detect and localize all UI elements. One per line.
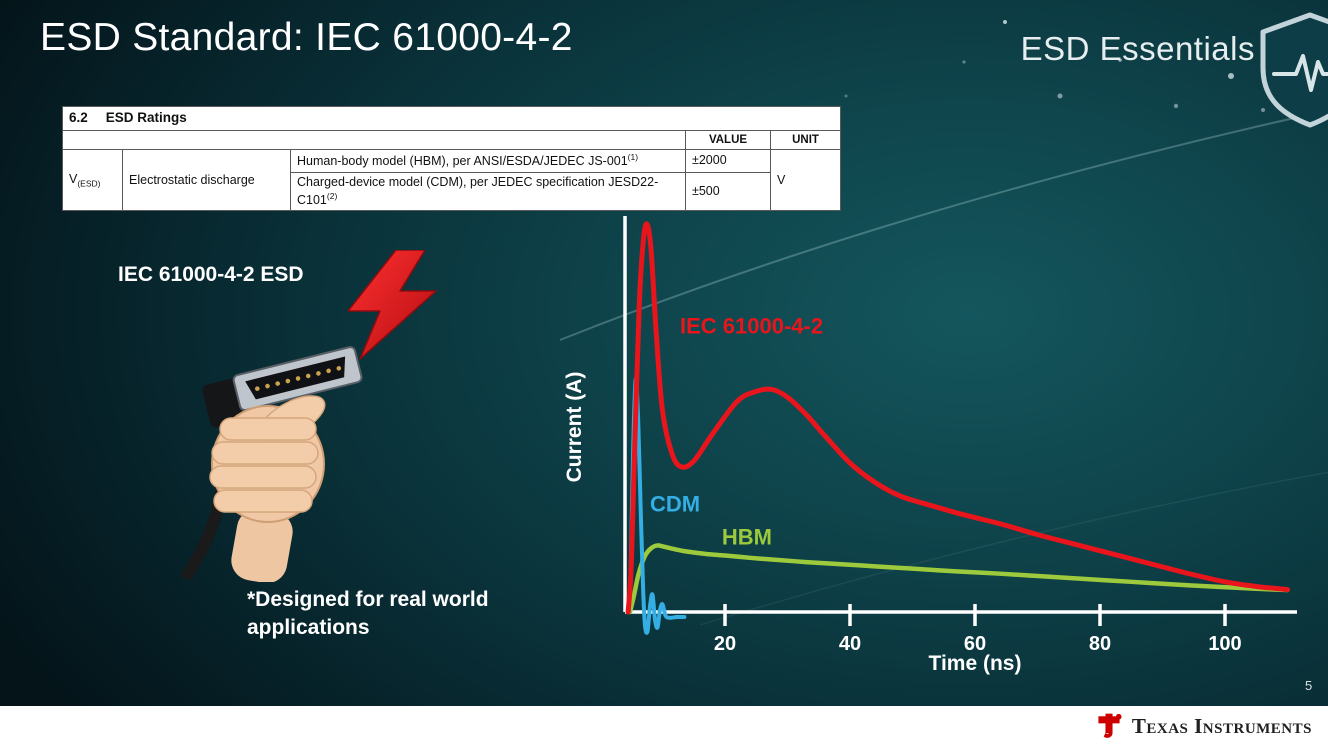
- connector-slot: [245, 356, 346, 400]
- section-title: ESD Ratings: [105, 110, 187, 125]
- parameter-cell: Electrostatic discharge: [122, 149, 291, 212]
- esd-waveform-chart: 20 40 60 80 100 IEC 61000-4-2 CDM HBM Current (…: [560, 210, 1328, 680]
- x-tick-label: 80: [1089, 633, 1111, 655]
- note-text: *Designed for real world applications: [247, 588, 489, 640]
- lightning-bolt-icon: [348, 250, 437, 360]
- symbol-subscript: (ESD): [77, 178, 101, 189]
- hbm-footnote: (1): [627, 152, 639, 163]
- symbol-cell: V(ESD): [62, 149, 123, 212]
- series-IEC 61000-4-2: [625, 221, 1290, 615]
- x-tick-label: 20: [714, 633, 736, 655]
- cdm-footnote: (2): [326, 190, 338, 201]
- connector-pins: [255, 366, 342, 391]
- cdm-value-cell: ±500: [685, 172, 771, 212]
- slide-title: ESD Standard: IEC 61000-4-2: [40, 16, 573, 59]
- symbol-base: V: [69, 171, 78, 186]
- x-tick-label: 60: [964, 633, 986, 655]
- cdm-description: Charged-device model (CDM), per JEDEC sp…: [297, 175, 659, 207]
- section-number: 6.2: [69, 110, 88, 125]
- column-header-value: VALUE: [685, 129, 771, 151]
- column-header-unit: UNIT: [769, 129, 842, 151]
- wrist: [231, 508, 293, 582]
- blank-header-cell: [62, 129, 686, 151]
- esd-essentials-shield-icon: [1260, 12, 1328, 128]
- ti-logo-icon: [1098, 713, 1122, 738]
- series-label-IEC 61000-4-2: IEC 61000-4-2: [680, 313, 823, 338]
- hand: [209, 395, 326, 582]
- cdm-description-cell: Charged-device model (CDM), per JEDEC sp…: [290, 172, 686, 212]
- hbm-description: Human-body model (HBM), per ANSI/ESDA/JE…: [297, 154, 628, 169]
- hbm-value-cell: ±2000: [685, 149, 771, 174]
- y-axis-label: Current (A): [563, 371, 586, 483]
- heartbeat-pulse-icon: [1272, 54, 1328, 92]
- lightning-bolt-shape: [348, 250, 437, 360]
- connector-label: IEC 61000-4-2 ESD: [118, 263, 304, 286]
- series-label-CDM: CDM: [650, 491, 700, 516]
- hbm-description-cell: Human-body model (HBM), per ANSI/ESDA/JE…: [290, 149, 686, 174]
- ratings-table: 6.2 ESD Ratings VALUE UNIT V(ESD) Electro…: [61, 106, 842, 212]
- chart-canvas: 20 40 60 80 100 IEC 61000-4-2 CDM HBM: [623, 216, 1297, 655]
- table-section-heading: 6.2 ESD Ratings: [61, 106, 842, 131]
- unit-cell: V: [769, 149, 842, 212]
- x-axis-label: Time (ns): [928, 652, 1022, 675]
- footer-bar: Texas Instruments: [0, 706, 1328, 746]
- esd-ratings-table: 6.2 ESD Ratings VALUE UNIT V(ESD) Electro…: [61, 106, 842, 212]
- page-number: 5: [1305, 678, 1313, 693]
- x-tick-label: 40: [839, 633, 861, 655]
- series-HBM: [627, 543, 1290, 615]
- series-label-HBM: HBM: [722, 524, 772, 549]
- fingers: [209, 417, 319, 513]
- brand-name: Texas Instruments: [1131, 713, 1312, 738]
- hand-holding-hdmi-illustration: [182, 346, 363, 582]
- program-name: ESD Essentials: [1020, 30, 1255, 67]
- x-tick-label: 100: [1208, 633, 1241, 655]
